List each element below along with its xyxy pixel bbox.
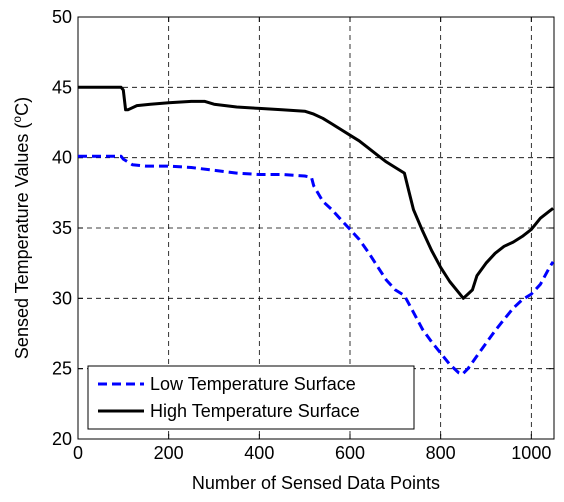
y-tick-label: 40 [52, 148, 72, 168]
x-tick-label: 200 [154, 443, 184, 463]
x-tick-label: 0 [73, 443, 83, 463]
legend: Low Temperature Surface High Temperature… [87, 365, 415, 430]
y-axis-label-unit: C) [12, 97, 32, 116]
y-tick-label: 25 [52, 359, 72, 379]
x-tick-label: 600 [335, 443, 365, 463]
series-line-high-temperature [78, 85, 555, 300]
y-tick-label: 35 [52, 218, 72, 238]
series-line-low-temperature [78, 154, 555, 376]
x-axis-label: Number of Sensed Data Points [192, 473, 440, 493]
y-axis-label: Sensed Temperature Values (oC) [10, 97, 32, 359]
legend-label-high-temperature: High Temperature Surface [150, 401, 360, 421]
series-lines [78, 85, 555, 376]
y-axis-label-superscript: o [10, 116, 24, 123]
y-axis-label-main: Sensed Temperature Values ( [12, 123, 32, 359]
y-tick-label: 50 [52, 7, 72, 27]
y-tick-label: 20 [52, 429, 72, 449]
legend-label-low-temperature: Low Temperature Surface [150, 374, 356, 394]
x-tick-label: 800 [426, 443, 456, 463]
axis-ticks: 0 200 400 600 800 1000 20 25 30 35 40 45 50 [52, 7, 554, 463]
legend-box [87, 365, 415, 430]
y-tick-label: 45 [52, 77, 72, 97]
y-tick-label: 30 [52, 288, 72, 308]
x-tick-label: 400 [244, 443, 274, 463]
x-tick-label: 1000 [511, 443, 551, 463]
